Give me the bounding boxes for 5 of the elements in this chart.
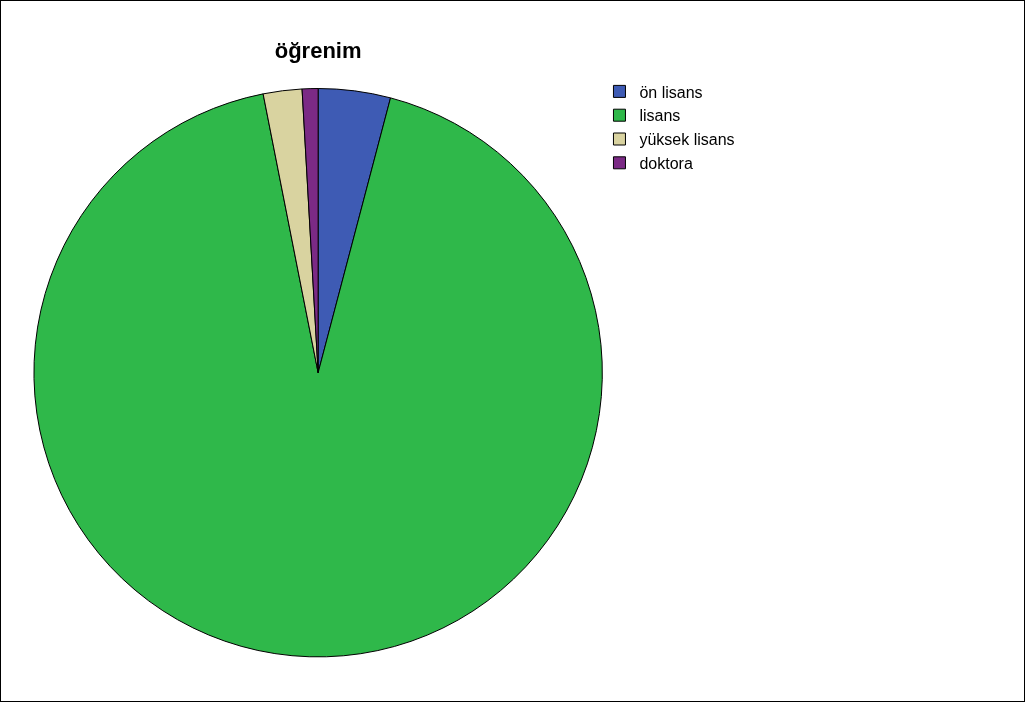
legend-label: ön lisans	[639, 83, 703, 101]
legend-label: lisans	[639, 107, 681, 125]
legend-label: doktora	[639, 155, 693, 173]
legend-label: yüksek lisans	[639, 131, 735, 149]
chart-title: öğrenim	[274, 37, 362, 63]
